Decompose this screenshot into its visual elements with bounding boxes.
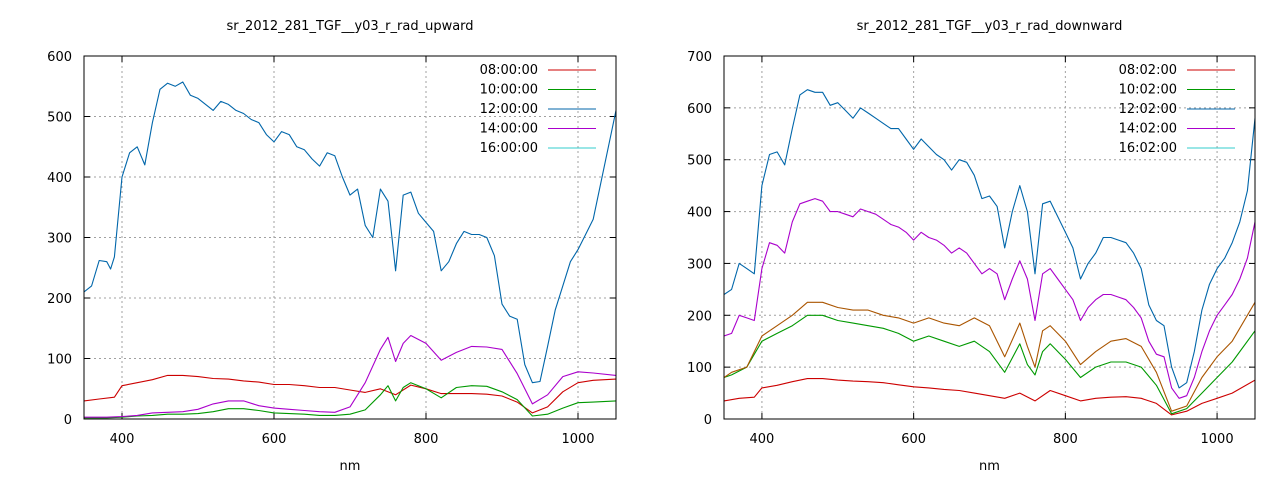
y-tick-label: 400 — [47, 171, 72, 186]
downward-radiance-chart: sr_2012_281_TGF__y03_r_rad_downward 0 100 2… — [687, 19, 1256, 474]
y-tick-label: 200 — [47, 292, 72, 307]
legend-label: 10:00:00 — [480, 83, 538, 98]
series-group — [724, 89, 1255, 419]
x-tick-label: 600 — [262, 432, 287, 447]
legend-label: 16:00:00 — [480, 141, 538, 156]
legend-label: 16:02:00 — [1119, 141, 1177, 156]
y-tick-label: 600 — [47, 50, 72, 65]
series-line-12-02-00 — [724, 89, 1255, 389]
series-line-14-00-00 — [84, 334, 616, 418]
y-tick-label: 300 — [47, 232, 72, 247]
x-tick-label: 600 — [901, 432, 926, 447]
legend-label: 08:02:00 — [1119, 63, 1177, 78]
y-tick-label: 100 — [687, 361, 712, 376]
series-line-unlabeled — [724, 301, 1255, 412]
legend-label: 10:02:00 — [1119, 83, 1177, 98]
y-tick-label: 0 — [64, 413, 72, 428]
chart-title: sr_2012_281_TGF__y03_r_rad_upward — [226, 19, 473, 34]
x-axis-label: nm — [340, 459, 361, 474]
y-tick-label: 500 — [687, 154, 712, 169]
legend-label: 12:00:00 — [480, 102, 538, 117]
x-tick-label: 400 — [750, 432, 775, 447]
series-line-12-00-00 — [84, 81, 616, 384]
legend-label: 14:00:00 — [480, 122, 538, 137]
y-tick-label: 300 — [687, 257, 712, 272]
x-axis-label: nm — [979, 459, 1000, 474]
chart-title: sr_2012_281_TGF__y03_r_rad_downward — [857, 19, 1123, 34]
legend-label: 08:00:00 — [480, 63, 538, 78]
y-tick-label: 200 — [687, 309, 712, 324]
x-tick-label: 1000 — [561, 432, 594, 447]
x-tick-label: 800 — [414, 432, 439, 447]
y-tick-label: 700 — [687, 50, 712, 65]
y-tick-label: 0 — [704, 413, 712, 428]
series-line-14-02-00 — [724, 198, 1255, 399]
series-line-10-00-00 — [84, 382, 616, 419]
y-tick-label: 500 — [47, 111, 72, 126]
y-tick-label: 100 — [47, 353, 72, 368]
series-line-08-00-00 — [84, 374, 616, 414]
series-line-10-02-00 — [724, 314, 1255, 415]
plot-frame — [723, 55, 1256, 420]
x-tick-label: 800 — [1053, 432, 1078, 447]
legend-label: 12:02:00 — [1119, 102, 1177, 117]
y-tick-label: 400 — [687, 206, 712, 221]
series-line-08-02-00 — [724, 378, 1255, 416]
legend-label: 14:02:00 — [1119, 122, 1177, 137]
y-tick-label: 600 — [687, 102, 712, 117]
x-tick-label: 400 — [110, 432, 135, 447]
upward-radiance-chart: sr_2012_281_TGF__y03_r_rad_upward 0 100 200… — [47, 19, 617, 474]
plot-frame — [83, 55, 617, 420]
series-group — [84, 81, 616, 419]
x-tick-label: 1000 — [1201, 432, 1234, 447]
